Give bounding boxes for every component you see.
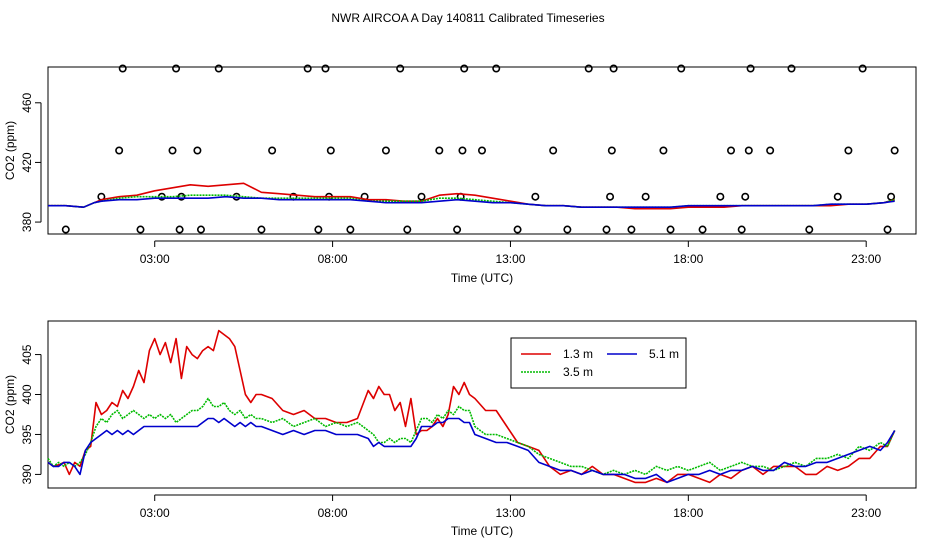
outlier-point [766,146,775,155]
x-axis-label: Time (UTC) [451,271,513,285]
outlier-point [381,146,390,155]
y-axis-label: CO2 (ppm) [3,121,17,180]
y-tick-label: 380 [20,212,34,232]
outlier-point [303,64,312,73]
outlier-point [549,146,558,155]
legend-label: 3.5 m [563,365,593,379]
series-line-5-1-m [47,417,896,484]
plot-frame [47,320,917,489]
y-tick-label: 420 [20,152,34,172]
bottom-plot: 03:00 08:00 13:00 18:00 23:00 Time (UTC) 390 39… [3,320,917,538]
outlier-point [196,225,205,234]
outlier-point [627,225,636,234]
outlier-point [321,64,330,73]
outlier-point [214,64,223,73]
outlier-point [175,225,184,234]
outlier-point [268,146,277,155]
outlier-point [659,146,668,155]
y-axis-label: CO2 (ppm) [3,375,17,434]
x-tick-label: 08:00 [318,506,348,520]
series-line-5-1-m [48,195,895,208]
plot-frame [47,66,917,235]
outlier-point [741,192,750,201]
outlier-point [193,146,202,155]
outlier-point [716,192,725,201]
outlier-point [136,225,145,234]
legend-box [510,337,687,389]
legend-label: 1.3 m [563,347,593,361]
outlier-point [609,64,618,73]
outlier-point [346,225,355,234]
outlier-point [641,192,650,201]
outlier-point [727,146,736,155]
outlier-point [666,225,675,234]
x-tick-label: 23:00 [851,252,881,266]
outlier-point [61,225,70,234]
outlier-point [563,225,572,234]
outlier-point [460,64,469,73]
legend-label: 5.1 m [649,347,679,361]
outlier-point [257,225,266,234]
x-tick-label: 23:00 [851,506,881,520]
x-tick-label: 18:00 [673,506,703,520]
outlier-point [531,192,540,201]
outlier-point [417,192,426,201]
outlier-point [887,192,896,201]
series-line-1-3-m [48,182,895,210]
outlier-point [172,64,181,73]
outlier-point [677,64,686,73]
y-tick-label: 390 [20,464,34,484]
outlier-point [805,225,814,234]
outlier-point [858,64,867,73]
outlier-point [737,225,746,234]
outlier-point [844,146,853,155]
outlier-point [453,225,462,234]
outlier-point [787,64,796,73]
x-tick-label: 03:00 [140,506,170,520]
outlier-point [168,146,177,155]
outlier-point [115,146,124,155]
top-plot: 03:00 08:00 13:00 18:00 23:00 Time (UTC) 380 42… [3,64,917,285]
series-line-3-5-m [47,397,896,476]
outlier-point [492,64,501,73]
outlier-point [890,146,899,155]
series-line-1-3-m [47,329,896,484]
x-tick-label: 03:00 [140,252,170,266]
outlier-point [458,146,467,155]
outlier-point [883,225,892,234]
x-tick-label: 13:00 [495,252,525,266]
outlier-point [118,64,127,73]
outlier-point [833,192,842,201]
outlier-point [396,64,405,73]
outlier-point [314,225,323,234]
y-tick-label: 395 [20,424,34,444]
y-tick-label: 400 [20,384,34,404]
x-tick-label: 13:00 [495,506,525,520]
outlier-point [326,146,335,155]
outlier-point [403,225,412,234]
x-tick-label: 08:00 [318,252,348,266]
x-axis-label: Time (UTC) [451,524,513,538]
outlier-point [584,64,593,73]
figure-title: NWR AIRCOA A Day 140811 Calibrated Times… [331,11,604,25]
outlier-point [744,146,753,155]
outlier-point [177,192,186,201]
outlier-point [746,64,755,73]
x-tick-label: 18:00 [673,252,703,266]
outlier-point [606,192,615,201]
outlier-point [607,146,616,155]
outlier-point [435,146,444,155]
y-tick-label: 405 [20,344,34,364]
outlier-point [602,225,611,234]
outlier-point [513,225,522,234]
outlier-point [698,225,707,234]
y-tick-label: 460 [20,92,34,112]
outlier-point [477,146,486,155]
